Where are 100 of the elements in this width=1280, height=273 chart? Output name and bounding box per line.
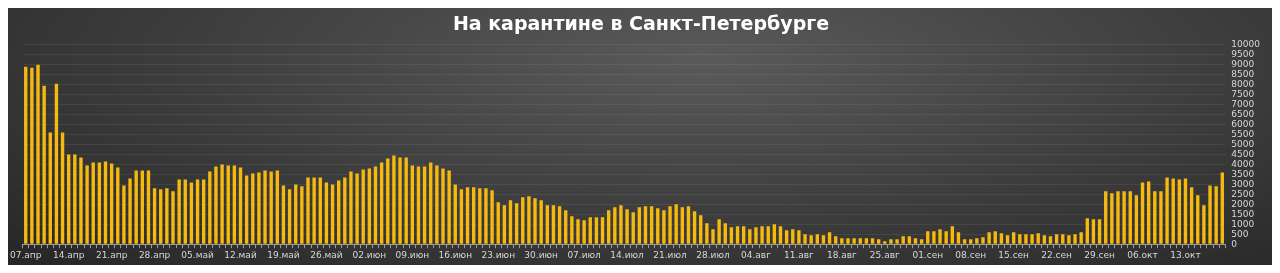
bar (521, 197, 525, 244)
x-tick-label: 30.июн (524, 249, 559, 260)
bar (674, 204, 678, 244)
y-tick-label: 6500 (1231, 108, 1255, 119)
bar (30, 67, 34, 244)
bar (1146, 181, 1151, 244)
bar (699, 215, 703, 244)
bar (576, 219, 580, 244)
x-tick-label: 04.авг (741, 249, 772, 260)
bar (103, 161, 108, 244)
bar (993, 231, 997, 244)
bar (717, 219, 721, 244)
bar (159, 189, 163, 244)
bar (36, 64, 40, 244)
bar (146, 170, 151, 244)
bar (1091, 219, 1096, 244)
bar (754, 227, 758, 244)
bar (748, 229, 752, 244)
x-tick-label: 23.июн (481, 249, 516, 260)
bar (533, 198, 537, 244)
bar (643, 206, 648, 244)
bar (656, 208, 660, 244)
x-tick-label: 01.сен (912, 249, 944, 260)
y-tick-label: 6000 (1231, 118, 1255, 129)
bar (79, 157, 83, 244)
bar (557, 206, 562, 244)
bar (680, 207, 684, 244)
bar (300, 186, 304, 244)
bar (484, 188, 488, 244)
bar (668, 206, 672, 244)
y-tick-label: 500 (1231, 228, 1249, 239)
bar (1128, 191, 1132, 244)
bar (778, 226, 783, 244)
bar (312, 177, 316, 244)
y-tick-label: 2500 (1231, 188, 1255, 199)
bar (1171, 178, 1175, 244)
bar (969, 239, 973, 244)
bar (1122, 191, 1126, 244)
bar (220, 164, 224, 244)
bar (257, 172, 261, 244)
bar (729, 227, 734, 244)
y-tick-label: 10000 (1231, 39, 1261, 50)
x-tick-label: 26.май (310, 249, 343, 260)
bar (324, 182, 329, 244)
bar (379, 162, 384, 244)
y-tick-label: 8500 (1231, 69, 1255, 80)
bar (637, 207, 642, 244)
bar (809, 235, 813, 244)
bar (1196, 195, 1200, 244)
bar (1024, 234, 1028, 244)
bar (926, 231, 930, 244)
x-tick-label: 14.июл (610, 249, 644, 260)
bar (226, 165, 230, 244)
bar (662, 210, 666, 244)
bar (625, 209, 629, 244)
bar (269, 171, 273, 244)
x-tick-label: 14.апр (52, 249, 85, 260)
bar (465, 187, 470, 244)
bar (815, 234, 819, 244)
bar (471, 187, 476, 244)
bar (1116, 191, 1120, 244)
bar (1110, 193, 1114, 244)
bar (140, 170, 145, 244)
bar (459, 189, 464, 244)
bar (392, 155, 396, 244)
bar (619, 205, 623, 244)
bar (208, 171, 212, 244)
bar (496, 202, 500, 244)
bar (895, 239, 899, 244)
bar (1208, 185, 1212, 244)
bar (134, 170, 138, 244)
bar (416, 166, 421, 244)
bar (502, 205, 507, 244)
bar (195, 179, 200, 244)
bar (410, 165, 414, 244)
bar (514, 203, 519, 244)
bar (116, 167, 120, 244)
y-tick-label: 4000 (1231, 158, 1255, 169)
bar (692, 211, 697, 244)
bar (735, 226, 740, 244)
bar (1097, 219, 1102, 244)
bar (1073, 234, 1077, 244)
bar (1214, 186, 1218, 244)
y-tick-label: 9500 (1231, 49, 1255, 60)
bar (594, 217, 599, 244)
bar (631, 212, 635, 244)
bar (772, 224, 777, 244)
bar (386, 158, 390, 244)
x-tick-label: 08.сен (955, 249, 987, 260)
bar (109, 163, 114, 244)
bar (705, 223, 709, 244)
x-tick-label: 12.май (224, 249, 257, 260)
bar (251, 173, 255, 244)
bar (766, 226, 770, 244)
x-tick-label: 22.сен (1041, 249, 1073, 260)
bar (429, 162, 433, 244)
x-tick-label: 18.авг (826, 249, 858, 260)
bar (275, 170, 280, 244)
bar (686, 206, 691, 244)
x-tick-label: 28.апр (138, 249, 171, 260)
